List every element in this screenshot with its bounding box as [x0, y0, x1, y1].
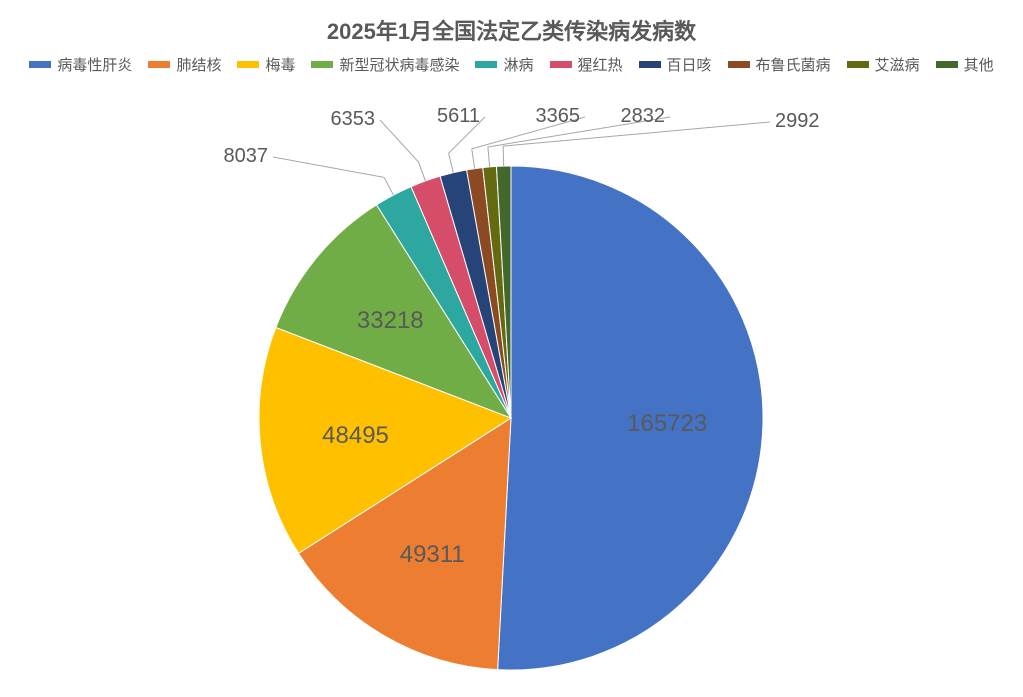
data-label: 48495 [306, 422, 406, 450]
data-label: 5611 [437, 105, 480, 128]
data-label: 3365 [536, 105, 581, 128]
pie-chart [0, 0, 1023, 697]
data-label: 165723 [617, 410, 717, 438]
data-label: 33218 [340, 307, 440, 335]
chart-container: 2025年1月全国法定乙类传染病发病数 病毒性肝炎肺结核梅毒新型冠状病毒感染淋病… [0, 0, 1023, 697]
data-label: 6353 [331, 108, 376, 131]
data-label: 8037 [224, 145, 269, 168]
data-label: 2992 [775, 110, 820, 133]
data-label: 49311 [382, 541, 482, 569]
data-label: 2832 [621, 105, 666, 128]
